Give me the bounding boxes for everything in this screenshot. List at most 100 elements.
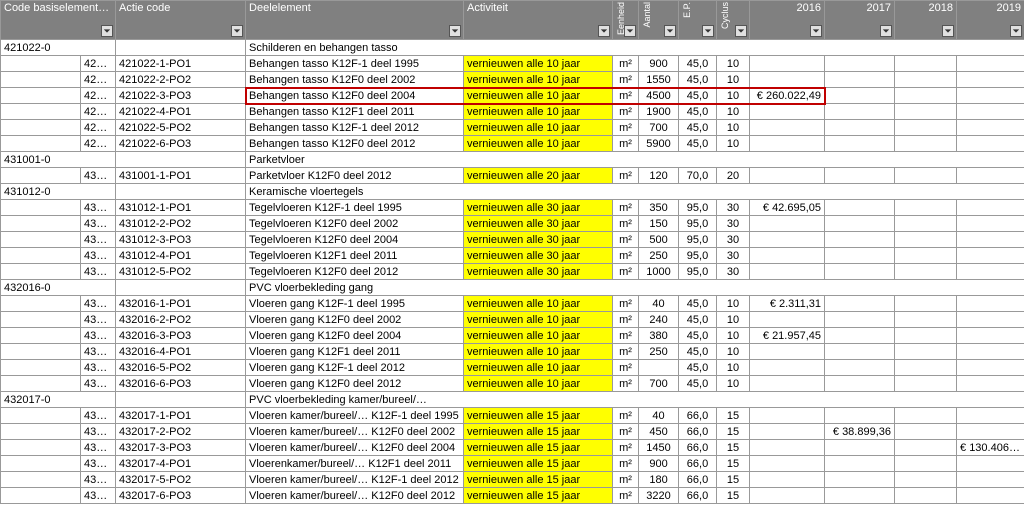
cell-deelelement[interactable]: Behangen tasso K12F0 deel 2002: [246, 72, 464, 88]
cell-actie[interactable]: 421022-1-PO1: [116, 56, 246, 72]
cell-2018[interactable]: [895, 296, 957, 312]
cell-2017[interactable]: [825, 56, 895, 72]
cell-2016[interactable]: [750, 168, 825, 184]
cell-aantal[interactable]: 700: [639, 376, 679, 392]
cell-unit[interactable]: m²: [613, 328, 639, 344]
cell-actie[interactable]: 432017-2-PO2: [116, 424, 246, 440]
cell-ep[interactable]: 66,0: [679, 472, 717, 488]
cell-unit[interactable]: m²: [613, 424, 639, 440]
cell-aantal[interactable]: 250: [639, 344, 679, 360]
cell-deelelement[interactable]: Behangen tasso K12F-1 deel 1995: [246, 56, 464, 72]
cell-2017[interactable]: [825, 456, 895, 472]
cell-deelelement[interactable]: Vloeren gang K12F0 deel 2002: [246, 312, 464, 328]
cell-unit[interactable]: m²: [613, 216, 639, 232]
cell-2017[interactable]: [825, 440, 895, 456]
cell-unit[interactable]: m²: [613, 472, 639, 488]
cell-actie[interactable]: 421022-5-PO2: [116, 120, 246, 136]
cell-deelelement[interactable]: Vloerenkamer/bureel/… K12F1 deel 2011: [246, 456, 464, 472]
cell-aantal[interactable]: 350: [639, 200, 679, 216]
cell-2017[interactable]: [825, 344, 895, 360]
cell-2017[interactable]: [825, 376, 895, 392]
cell-deelelement[interactable]: Vloeren kamer/bureel/… K12F-1 deel 1995: [246, 408, 464, 424]
cell-actie[interactable]: 431012-3-PO3: [116, 232, 246, 248]
cell-subcode[interactable]: 432017-5: [81, 472, 116, 488]
cell-aantal[interactable]: 700: [639, 120, 679, 136]
cell-deelelement[interactable]: Behangen tasso K12F1 deel 2011: [246, 104, 464, 120]
cell-ep[interactable]: 66,0: [679, 408, 717, 424]
cell-2017[interactable]: [825, 136, 895, 152]
cell-2019[interactable]: [957, 200, 1024, 216]
cell-2016[interactable]: [750, 136, 825, 152]
cell-actie[interactable]: 431012-1-PO1: [116, 200, 246, 216]
cell-activiteit[interactable]: vernieuwen alle 15 jaar: [464, 440, 613, 456]
cell-2016[interactable]: € 2.311,31: [750, 296, 825, 312]
cell-aantal[interactable]: 1900: [639, 104, 679, 120]
cell-aantal[interactable]: 5900: [639, 136, 679, 152]
cell-subcode[interactable]: 421022-6: [81, 136, 116, 152]
cell-2017[interactable]: [825, 72, 895, 88]
cell-2018[interactable]: [895, 408, 957, 424]
cell-deelelement[interactable]: Vloeren gang K12F-1 deel 1995: [246, 296, 464, 312]
cell-2017[interactable]: [825, 360, 895, 376]
cell-ep[interactable]: 45,0: [679, 136, 717, 152]
cell-2018[interactable]: [895, 136, 957, 152]
cell-activiteit[interactable]: vernieuwen alle 10 jaar: [464, 376, 613, 392]
cell-2016[interactable]: [750, 472, 825, 488]
cell-2018[interactable]: [895, 328, 957, 344]
cell-subcode[interactable]: 432017-1: [81, 408, 116, 424]
cell-2016[interactable]: [750, 248, 825, 264]
cell-actie[interactable]: 431012-4-PO1: [116, 248, 246, 264]
cell-2016[interactable]: [750, 360, 825, 376]
cell-aantal[interactable]: 40: [639, 296, 679, 312]
cell-unit[interactable]: m²: [613, 200, 639, 216]
cell-2016[interactable]: € 260.022,49: [750, 88, 825, 104]
cell-activiteit[interactable]: vernieuwen alle 30 jaar: [464, 248, 613, 264]
header-eenheid[interactable]: Eenheid: [613, 1, 639, 40]
cell-cyclus[interactable]: 10: [717, 344, 750, 360]
cell-ep[interactable]: 45,0: [679, 296, 717, 312]
cell-2017[interactable]: [825, 104, 895, 120]
cell-unit[interactable]: m²: [613, 232, 639, 248]
cell-deelelement[interactable]: Vloeren kamer/bureel/… K12F-1 deel 2012: [246, 472, 464, 488]
cell-aantal[interactable]: 500: [639, 232, 679, 248]
cell-subcode[interactable]: 432017-2: [81, 424, 116, 440]
cell-aantal[interactable]: 250: [639, 248, 679, 264]
cell-subcode[interactable]: 432016-2: [81, 312, 116, 328]
cell-2019[interactable]: [957, 488, 1024, 504]
cell-unit[interactable]: m²: [613, 488, 639, 504]
cell-unit[interactable]: m²: [613, 440, 639, 456]
cell-deelelement[interactable]: Vloeren gang K12F0 deel 2012: [246, 376, 464, 392]
cell-deelelement[interactable]: Tegelvloeren K12F1 deel 2011: [246, 248, 464, 264]
cell-2018[interactable]: [895, 264, 957, 280]
cell-2017[interactable]: [825, 328, 895, 344]
cell-ep[interactable]: 95,0: [679, 264, 717, 280]
cell-cyclus[interactable]: 10: [717, 88, 750, 104]
cell-ep[interactable]: 45,0: [679, 360, 717, 376]
cell-2019[interactable]: [957, 376, 1024, 392]
cell-2018[interactable]: [895, 456, 957, 472]
filter-icon[interactable]: [735, 25, 747, 37]
header-aantal[interactable]: Aantal: [639, 1, 679, 40]
cell-activiteit[interactable]: vernieuwen alle 30 jaar: [464, 200, 613, 216]
cell-actie[interactable]: 432017-5-PO2: [116, 472, 246, 488]
cell-2016[interactable]: [750, 216, 825, 232]
cell-cyclus[interactable]: 10: [717, 72, 750, 88]
cell-2018[interactable]: [895, 88, 957, 104]
cell-2019[interactable]: [957, 104, 1024, 120]
cell-2019[interactable]: [957, 232, 1024, 248]
cell-unit[interactable]: m²: [613, 56, 639, 72]
cell-2019[interactable]: [957, 216, 1024, 232]
cell-cyclus[interactable]: 10: [717, 120, 750, 136]
header-cyclus[interactable]: Cyclus: [717, 1, 750, 40]
cell-2018[interactable]: [895, 104, 957, 120]
cell-deelelement[interactable]: Vloeren kamer/bureel/… K12F0 deel 2004: [246, 440, 464, 456]
cell-activiteit[interactable]: vernieuwen alle 10 jaar: [464, 72, 613, 88]
cell-actie[interactable]: 421022-6-PO3: [116, 136, 246, 152]
cell-ep[interactable]: 66,0: [679, 488, 717, 504]
cell-aantal[interactable]: 450: [639, 424, 679, 440]
filter-icon[interactable]: [449, 25, 461, 37]
cell-2017[interactable]: [825, 408, 895, 424]
filter-icon[interactable]: [664, 25, 676, 37]
cell-deelelement[interactable]: Behangen tasso K12F0 deel 2004: [246, 88, 464, 104]
cell-actie[interactable]: 421022-4-PO1: [116, 104, 246, 120]
